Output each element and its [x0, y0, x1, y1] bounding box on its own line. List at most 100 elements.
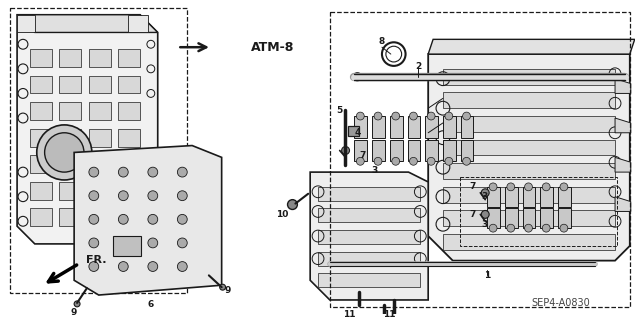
Polygon shape: [615, 197, 631, 211]
Bar: [10, 8, 188, 293]
Bar: [425, 116, 438, 138]
Circle shape: [481, 189, 489, 197]
Circle shape: [560, 224, 568, 232]
Bar: [60, 76, 81, 93]
Circle shape: [427, 112, 435, 120]
Polygon shape: [74, 145, 221, 295]
Bar: [540, 187, 553, 206]
Bar: [60, 102, 81, 120]
Circle shape: [148, 167, 157, 177]
Circle shape: [374, 112, 382, 120]
Circle shape: [392, 112, 399, 120]
Polygon shape: [17, 15, 157, 244]
Bar: [318, 252, 420, 265]
Bar: [425, 140, 438, 161]
Bar: [17, 15, 35, 33]
Polygon shape: [615, 118, 631, 133]
Circle shape: [507, 224, 515, 232]
Circle shape: [89, 167, 99, 177]
Bar: [487, 209, 500, 228]
Circle shape: [489, 183, 497, 191]
Bar: [505, 187, 518, 206]
Circle shape: [542, 224, 550, 232]
Circle shape: [118, 262, 128, 271]
Text: 7: 7: [469, 210, 476, 219]
Bar: [89, 155, 111, 173]
Circle shape: [392, 157, 399, 165]
Bar: [461, 116, 474, 138]
Bar: [443, 140, 456, 161]
Bar: [348, 126, 359, 136]
Bar: [60, 129, 81, 146]
Circle shape: [489, 224, 497, 232]
Circle shape: [148, 238, 157, 248]
Bar: [558, 187, 571, 206]
Bar: [443, 187, 615, 203]
Bar: [372, 140, 385, 161]
Circle shape: [445, 157, 452, 165]
Bar: [30, 155, 51, 173]
Bar: [118, 49, 140, 67]
Circle shape: [525, 183, 532, 191]
Bar: [355, 140, 367, 161]
Bar: [460, 177, 617, 246]
Text: 6: 6: [148, 300, 154, 309]
Text: SEP4-A0830: SEP4-A0830: [532, 298, 590, 308]
Polygon shape: [615, 157, 631, 172]
Circle shape: [507, 183, 515, 191]
Circle shape: [148, 191, 157, 201]
Circle shape: [525, 224, 532, 232]
Circle shape: [463, 112, 470, 120]
Polygon shape: [428, 39, 635, 54]
Text: 3: 3: [371, 166, 377, 174]
Circle shape: [148, 214, 157, 224]
Circle shape: [177, 191, 188, 201]
Bar: [89, 182, 111, 200]
Text: 3: 3: [481, 192, 488, 201]
Circle shape: [342, 146, 349, 154]
Bar: [30, 49, 51, 67]
Bar: [30, 102, 51, 120]
Circle shape: [410, 157, 417, 165]
Bar: [60, 155, 81, 173]
Circle shape: [374, 157, 382, 165]
Circle shape: [356, 157, 364, 165]
Bar: [372, 116, 385, 138]
Bar: [408, 116, 420, 138]
Bar: [408, 140, 420, 161]
Bar: [89, 129, 111, 146]
Text: FR.: FR.: [86, 255, 106, 265]
Circle shape: [118, 167, 128, 177]
Circle shape: [89, 238, 99, 248]
Bar: [89, 102, 111, 120]
Bar: [390, 140, 403, 161]
Circle shape: [220, 284, 225, 290]
Circle shape: [177, 167, 188, 177]
Text: 7: 7: [469, 182, 476, 191]
Circle shape: [560, 183, 568, 191]
Text: 9: 9: [225, 286, 231, 295]
Polygon shape: [428, 54, 630, 261]
Text: 4: 4: [354, 128, 360, 137]
Bar: [443, 116, 615, 132]
Text: 8: 8: [379, 37, 385, 46]
Bar: [89, 76, 111, 93]
Circle shape: [410, 112, 417, 120]
Bar: [318, 209, 420, 222]
Circle shape: [89, 191, 99, 201]
Bar: [118, 129, 140, 146]
Bar: [128, 15, 148, 33]
Bar: [487, 187, 500, 206]
Bar: [443, 211, 615, 226]
Circle shape: [287, 200, 298, 210]
Circle shape: [118, 191, 128, 201]
Text: 11: 11: [343, 310, 356, 319]
Circle shape: [427, 157, 435, 165]
Bar: [443, 163, 615, 179]
Bar: [461, 140, 474, 161]
Text: 2: 2: [415, 63, 422, 71]
Bar: [113, 236, 141, 256]
Text: 9: 9: [71, 308, 77, 317]
Polygon shape: [310, 172, 428, 300]
Bar: [30, 209, 51, 226]
